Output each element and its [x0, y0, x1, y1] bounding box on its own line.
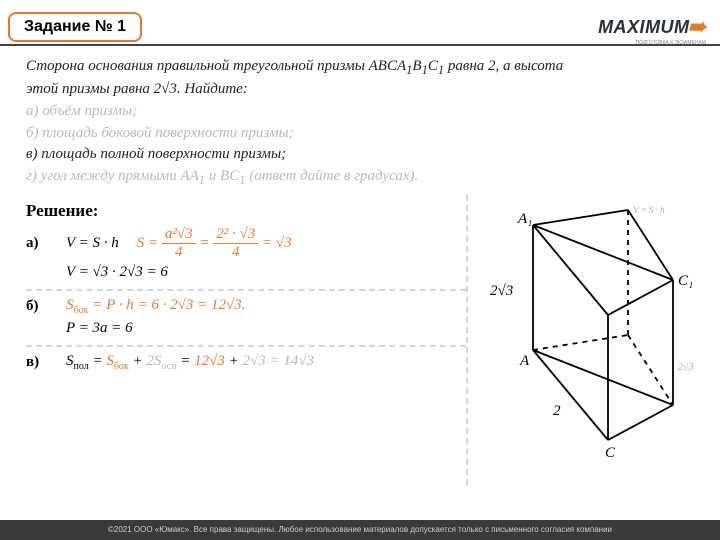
eq-c-g: 12√3 [194, 353, 225, 369]
eq-a2-f2d: 4 [232, 244, 240, 260]
solution-left: Решение: а) V = S · h S = a²√34 = 2² · √… [26, 195, 466, 485]
logo-text: MAXIMUM [598, 17, 690, 38]
task-badge: Задание № 1 [8, 12, 142, 42]
label-c1: C₁ [678, 273, 693, 289]
problem-b1: B [412, 58, 421, 74]
eq-a2-lhs: S = [137, 235, 162, 251]
problem-qd-b: AA [180, 168, 198, 184]
eq-a1: V = S · h [66, 235, 119, 252]
logo: MAXIMUM ➠ ПОДГОТОВКА К ЭКЗАМЕНАМ [598, 14, 706, 40]
header-bar: Задание № 1 MAXIMUM ➠ ПОДГОТОВКА К ЭКЗАМ… [0, 0, 720, 46]
diagram-note: V = S · h [633, 205, 665, 215]
eq-c-i: 2√3 [242, 353, 265, 369]
eq-c-e: 2S [146, 353, 161, 369]
step-c-label: в) [26, 354, 48, 371]
eq-a2: S = a²√34 = 2² · √34 = √3 [137, 227, 292, 260]
diagram-panel: A₁ C₁ A C 2√3 2 V = S · h 2√3 [478, 195, 700, 485]
eq-a2-f2n: 2² · √3 [213, 227, 258, 244]
prism-diagram: A₁ C₁ A C 2√3 2 V = S · h 2√3 [478, 195, 698, 475]
problem-qb: б) площадь боковой поверхности призмы; [26, 125, 294, 141]
label-height: 2√3 [490, 283, 513, 299]
step-b-label: б) [26, 298, 48, 315]
solution-area: Решение: а) V = S · h S = a²√34 = 2² · √… [0, 195, 720, 485]
diagram-note2: 2√3 [678, 362, 694, 373]
eq-c-h: + [225, 353, 243, 369]
eq-b1: Sбок = P · h = 6 · 2√3 = 12√3. [66, 297, 245, 316]
copyright-bar: ©2021 ООО «Юмакс». Все права защищены. Л… [0, 520, 720, 540]
problem-qd-d: BC [220, 168, 239, 184]
step-a-label: а) [26, 235, 48, 252]
logo-subtext: ПОДГОТОВКА К ЭКЗАМЕНАМ [636, 40, 706, 46]
eq-c-b: = [89, 353, 107, 369]
label-a: A [519, 353, 530, 369]
eq-c-f: = [176, 353, 194, 369]
step-c-row1: в) Sпол = Sбок + 2Sосн = 12√3 + 2√3 = 14… [26, 353, 466, 372]
problem-line1e: равна 2, а высота [444, 58, 563, 74]
problem-line1a: Сторона основания правильной треугольной… [26, 58, 369, 74]
solution-title: Решение: [26, 201, 466, 221]
eq-b1-s: S [66, 297, 74, 313]
separator-2 [26, 345, 466, 347]
eq-b2: P = 3a = 6 [66, 320, 133, 337]
problem-line2: этой призмы равна 2√3. Найдите: [26, 81, 248, 97]
eq-c-sub2: бок [114, 361, 129, 372]
step-a-row2: V = √3 · 2√3 = 6 [26, 264, 466, 281]
logo-mark-icon: ➠ [688, 14, 706, 40]
eq-c-sub1: пол [74, 361, 89, 372]
eq-a2-f1n: a²√3 [162, 227, 196, 244]
problem-qa: а) объём призмы; [26, 103, 137, 119]
problem-abc: ABCA [369, 58, 407, 74]
eq-c-a: S [66, 353, 74, 369]
eq-a3: V = √3 · 2√3 = 6 [66, 264, 168, 281]
separator-1 [26, 289, 466, 291]
problem-qd-c: и [205, 168, 220, 184]
label-a1: A₁ [517, 211, 532, 227]
problem-text: Сторона основания правильной треугольной… [0, 46, 720, 189]
eq-a2-rhs: = √3 [262, 235, 292, 251]
step-b-row2: P = 3a = 6 [26, 320, 466, 337]
problem-qd-e: (ответ дайте в градусах). [245, 168, 418, 184]
label-base: 2 [553, 403, 561, 419]
step-a-row1: а) V = S · h S = a²√34 = 2² · √34 = √3 [26, 227, 466, 260]
eq-c-d: + [129, 353, 147, 369]
problem-qc: в) площадь полной поверхности призмы; [26, 146, 286, 162]
eq-b1-rest: = P · h = 6 · 2√3 = 12√3. [88, 297, 245, 313]
label-c: C [605, 445, 616, 461]
problem-c1: C [428, 58, 438, 74]
eq-c-j: = [266, 353, 284, 369]
vertical-separator [466, 195, 468, 485]
eq-c-c: S [106, 353, 114, 369]
eq-c: Sпол = Sбок + 2Sосн = 12√3 + 2√3 = 14√3 [66, 353, 314, 372]
problem-qd-a: г) угол между прямыми [26, 168, 180, 184]
eq-c-k: 14√3 [283, 353, 314, 369]
step-b-row1: б) Sбок = P · h = 6 · 2√3 = 12√3. [26, 297, 466, 316]
eq-a2-mid: = [199, 235, 213, 251]
eq-b1-sub: бок [74, 305, 89, 316]
eq-c-sub3: осн [161, 361, 176, 372]
eq-a2-f1d: 4 [175, 244, 183, 260]
